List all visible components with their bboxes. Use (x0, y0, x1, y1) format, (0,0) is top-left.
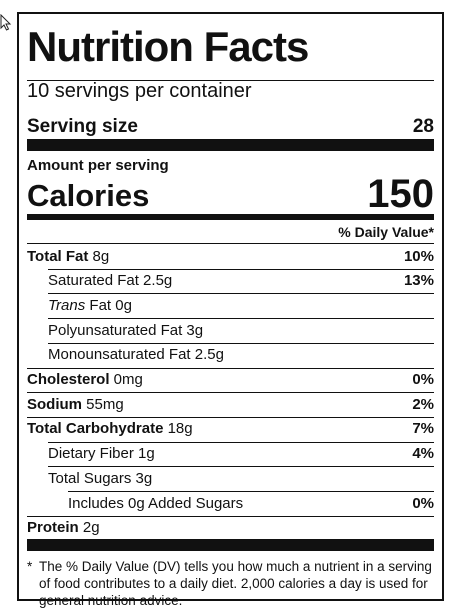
nutrient-amount: Includes 0g Added Sugars (68, 494, 244, 512)
nutrient-row: Total Sugars 3g (27, 466, 434, 490)
nutrient-name: Includes 0g Added Sugars (27, 495, 243, 512)
row-divider (27, 392, 434, 394)
nutrient-row: Trans Fat 0g (27, 293, 434, 317)
thick-divider (27, 539, 434, 551)
nutrient-row: Dietary Fiber 1g 4% (27, 442, 434, 466)
nutrient-name: Total Fat 8g (27, 248, 109, 265)
nutrient-bold-label: Total Carbohydrate (27, 420, 164, 438)
nutrient-amount: Saturated Fat 2.5g (48, 272, 173, 290)
nutrient-row: Total Fat 8g 10% (27, 244, 434, 268)
nutrient-amount: Total Sugars 3g (48, 469, 153, 487)
row-divider (48, 318, 434, 320)
footnote-text: The % Daily Value (DV) tells you how muc… (39, 559, 432, 608)
row-divider (48, 466, 434, 468)
nutrient-row: Total Carbohydrate 18g 7% (27, 417, 434, 441)
nutrient-name: Polyunsaturated Fat 3g (27, 322, 203, 339)
serving-size-value: 28 (412, 116, 434, 137)
nutrient-row: Sodium 55mg 2% (27, 392, 434, 416)
daily-value-percent: 2% (412, 395, 434, 413)
nutrient-amount: Polyunsaturated Fat 3g (48, 321, 204, 339)
nutrient-name: Monounsaturated Fat 2.5g (27, 346, 224, 363)
serving-size-label: Serving size (27, 116, 138, 137)
nutrient-amount: 2g (78, 519, 100, 537)
label-content: Nutrition Facts 10 servings per containe… (27, 14, 434, 608)
nutrient-bold-label: Total Fat (27, 247, 89, 265)
nutrient-row: Includes 0g Added Sugars 0% (27, 491, 434, 515)
mouse-pointer-icon (0, 14, 12, 31)
nutrient-name: Dietary Fiber 1g (27, 445, 155, 462)
nutrient-bold-label: Cholesterol (27, 371, 110, 388)
nutrient-italic-label: Trans (48, 296, 86, 314)
thick-divider (27, 139, 434, 151)
row-divider (27, 367, 434, 369)
nutrient-amount: 55mg (82, 395, 124, 413)
daily-value-percent: 0% (412, 371, 434, 388)
nutrient-row: Saturated Fat 2.5g 13% (27, 269, 434, 293)
nutrient-name: Total Carbohydrate 18g (27, 420, 193, 437)
medium-divider (27, 214, 434, 220)
nutrient-name: Sodium 55mg (27, 396, 124, 413)
daily-value-header: % Daily Value* (338, 224, 434, 240)
serving-size-row: Serving size 28 (27, 115, 434, 139)
label-title: Nutrition Facts (27, 23, 309, 70)
calories-value: 150 (367, 172, 434, 216)
calories-label: Calories (27, 178, 150, 213)
divider (27, 80, 434, 81)
daily-value-percent: 7% (412, 420, 434, 438)
nutrient-amount: 18g (163, 420, 193, 438)
nutrient-name: Cholesterol 0mg (27, 371, 143, 388)
row-divider (48, 293, 434, 295)
nutrient-name: Trans Fat 0g (27, 297, 132, 314)
row-divider (48, 441, 434, 443)
nutrient-amount: 0mg (109, 371, 143, 388)
daily-value-percent: 13% (403, 272, 434, 290)
amount-per-serving: Amount per serving (27, 157, 169, 174)
nutrient-name: Saturated Fat 2.5g (27, 272, 172, 289)
row-divider (27, 416, 434, 418)
nutrient-bold-label: Sodium (27, 395, 82, 413)
footnote-star: * (27, 559, 33, 574)
nutrient-name: Total Sugars 3g (27, 470, 152, 487)
calories-row: Calories 150 (27, 172, 434, 216)
daily-value-percent: 4% (412, 445, 434, 463)
row-divider (27, 515, 434, 517)
nutrient-name: Protein 2g (27, 519, 100, 536)
nutrient-bold-label: Protein (27, 519, 79, 537)
divider (27, 243, 434, 244)
nutrient-row: Polyunsaturated Fat 3g (27, 318, 434, 342)
nutrient-row: Cholesterol 0mg 0% (27, 368, 434, 392)
nutrient-row: Protein 2g (27, 516, 434, 540)
nutrient-amount: Dietary Fiber 1g (48, 445, 155, 463)
servings-per-container: 10 servings per container (27, 80, 252, 102)
nutrient-amount: Fat 0g (85, 296, 132, 314)
nutrient-amount: Monounsaturated Fat 2.5g (48, 346, 224, 364)
row-divider (68, 491, 434, 492)
nutrient-amount: 8g (88, 247, 110, 265)
daily-value-percent: 10% (403, 247, 434, 265)
nutrition-facts-label: Nutrition Facts 10 servings per containe… (17, 12, 444, 608)
daily-value-percent: 0% (412, 494, 434, 512)
row-divider (48, 342, 434, 344)
row-divider (48, 268, 434, 270)
nutrient-row: Monounsaturated Fat 2.5g (27, 343, 434, 367)
